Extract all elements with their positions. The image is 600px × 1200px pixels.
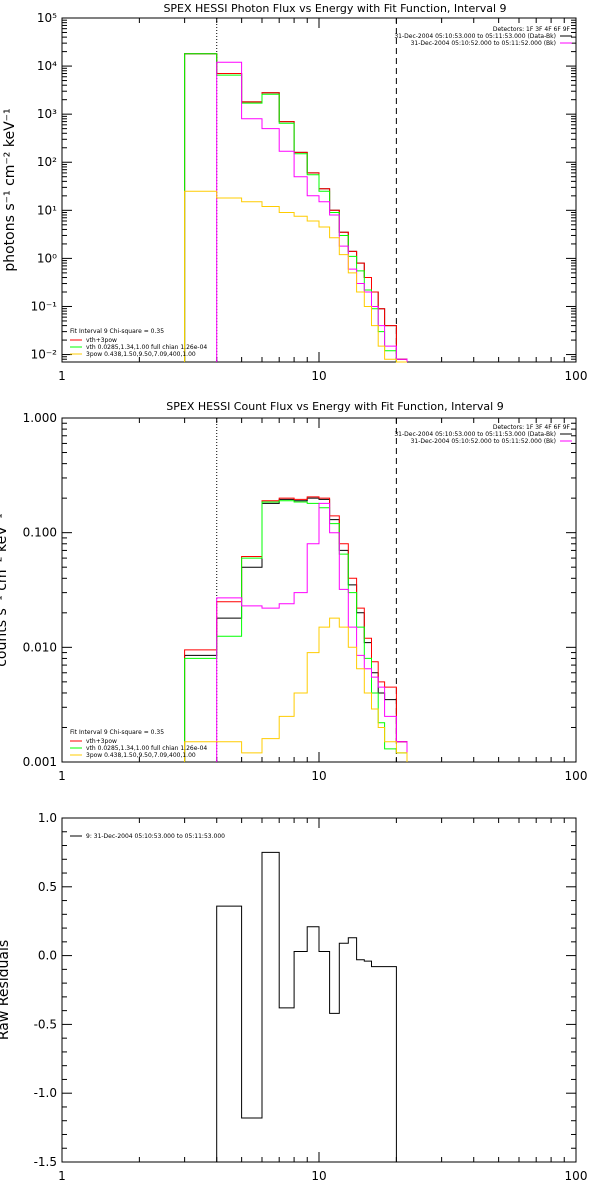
series-yellow-line — [184, 617, 408, 762]
y-tick-label: 10⁻² — [31, 348, 58, 362]
photon-flux-panel: SPEX HESSI Photon Flux vs Energy with Fi… — [2, 2, 587, 383]
series-green-line — [184, 53, 407, 363]
series-black-line — [184, 53, 408, 362]
x-tick-label: 1 — [58, 1169, 66, 1183]
residuals-panel: Raw Residuals 1 10 100 -1.5 -1.0 -0.5 0.0 0.5 1.… — [0, 811, 587, 1183]
series-black-line — [216, 851, 397, 1162]
series-magenta-line — [216, 61, 408, 362]
x-tick-label: 10 — [311, 1169, 326, 1183]
fit-entry-2: vth 0.0285,1.34,1.00 full chian 1.26e-04 — [86, 745, 207, 752]
fit-entry-1: vth+3pow — [86, 337, 117, 344]
plot-frame — [61, 417, 577, 763]
detector-line-bk: 31-Dec-2004 05:10:52.000 to 05:11:52.000… — [411, 438, 556, 445]
axis-ticks: 1 10 100 -1.5 -1.0 -0.5 0.0 0.5 1.0 — [34, 811, 588, 1183]
y-tick-label: -1.0 — [34, 1086, 57, 1100]
series-group — [184, 53, 408, 363]
detector-list: Detectors: 1F 3F 4F 6F 9F — [493, 424, 571, 431]
fit-entry-1: vth+3pow — [86, 738, 117, 745]
y-tick-label: 10³ — [37, 107, 57, 121]
x-tick-label: 10 — [311, 769, 326, 783]
x-tick-label: 1 — [58, 769, 66, 783]
chart-title: SPEX HESSI Photon Flux vs Energy with Fi… — [163, 2, 506, 15]
residual-legend: 9: 31-Dec-2004 05:10:53.000 to 05:11:53.… — [70, 833, 225, 840]
y-tick-label: -1.5 — [34, 1155, 57, 1169]
y-tick-label: 0.5 — [38, 880, 57, 894]
series-red-line — [184, 496, 408, 762]
y-tick-label: 10⁰ — [37, 251, 57, 265]
plot-frame — [61, 817, 577, 1163]
fit-entry-3: 3pow 0.438,1.50,9.50,7.09,400,1.00 — [86, 752, 196, 759]
axis-ticks: 1 10 100 10⁻² 10⁻¹ 10⁰ 10¹ 10² 10³ 10⁴ 10⁵ — [31, 11, 588, 383]
fit-entry-3: 3pow 0.438,1.50,9.50,7.09,400,1.00 — [86, 351, 196, 358]
y-tick-label: 10⁴ — [37, 59, 57, 73]
marker-lines — [216, 418, 397, 762]
y-tick-label: 0.001 — [23, 755, 57, 769]
detector-line-bk: 31-Dec-2004 05:10:52.000 to 05:11:52.000… — [411, 40, 556, 47]
chart-title: SPEX HESSI Count Flux vs Energy with Fit… — [166, 400, 503, 413]
y-tick-label: 0.010 — [23, 640, 57, 654]
series-red-line — [184, 53, 408, 362]
series-green-line — [184, 500, 408, 762]
y-tick-label: 10² — [37, 155, 57, 169]
fit-header: Fit Interval 9 Chi-square = 0.35 — [70, 729, 164, 736]
series-black-line — [184, 497, 408, 762]
y-tick-label: 1.0 — [38, 811, 57, 825]
detector-line-data: 31-Dec-2004 05:10:53.000 to 05:11:53.000… — [394, 33, 556, 40]
y-tick-label: 10¹ — [37, 203, 57, 217]
detector-line-data: 31-Dec-2004 05:10:53.000 to 05:11:53.000… — [394, 431, 556, 438]
fit-entry-2: vth 0.0285,1.34,1.00 full chian 1.26e-04 — [86, 344, 207, 351]
fit-legend: Fit Interval 9 Chi-square = 0.35 vth+3po… — [70, 328, 207, 358]
x-tick-label: 100 — [565, 1169, 588, 1183]
x-tick-label: 10 — [311, 369, 326, 383]
x-tick-label: 1 — [58, 369, 66, 383]
fit-header: Fit Interval 9 Chi-square = 0.35 — [70, 328, 164, 335]
series-group — [216, 851, 397, 1162]
y-tick-label: 0.100 — [23, 526, 57, 540]
y-tick-label: 0.0 — [38, 949, 57, 963]
y-tick-label: -0.5 — [34, 1017, 57, 1031]
y-axis-label: counts s⁻¹ cm⁻² keV⁻¹ — [0, 513, 10, 667]
y-axis-label: Raw Residuals — [0, 940, 12, 1040]
y-axis-label: photons s⁻¹ cm⁻² keV⁻¹ — [2, 108, 18, 271]
series-magenta-line — [216, 502, 408, 762]
series-group — [184, 496, 408, 762]
x-tick-label: 100 — [565, 769, 588, 783]
count-flux-panel: SPEX HESSI Count Flux vs Energy with Fit… — [0, 400, 587, 783]
detector-list: Detectors: 1F 3F 4F 6F 9F — [493, 26, 571, 33]
x-tick-label: 100 — [565, 369, 588, 383]
detector-info: Detectors: 1F 3F 4F 6F 9F 31-Dec-2004 05… — [394, 424, 572, 445]
y-tick-label: 1.000 — [23, 411, 57, 425]
fit-legend: Fit Interval 9 Chi-square = 0.35 vth+3po… — [70, 729, 207, 759]
series-yellow-line — [184, 190, 407, 363]
marker-lines — [216, 18, 397, 362]
y-tick-label: 10⁻¹ — [31, 299, 58, 313]
detector-info: Detectors: 1F 3F 4F 6F 9F 31-Dec-2004 05… — [394, 26, 572, 47]
residual-legend-text: 9: 31-Dec-2004 05:10:53.000 to 05:11:53.… — [86, 833, 225, 840]
axis-ticks: 1 10 100 0.001 0.010 0.100 1.000 — [23, 411, 588, 783]
y-tick-label: 10⁵ — [37, 11, 57, 25]
